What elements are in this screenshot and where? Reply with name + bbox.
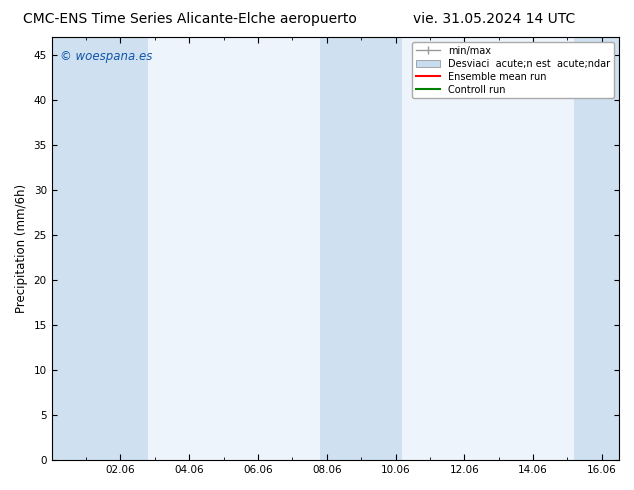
- Y-axis label: Precipitation (mm/6h): Precipitation (mm/6h): [15, 184, 28, 313]
- Bar: [51, 37, 148, 460]
- Bar: [320, 37, 403, 460]
- Legend: min/max, Desviaci  acute;n est  acute;ndar, Ensemble mean run, Controll run: min/max, Desviaci acute;n est acute;ndar…: [412, 42, 614, 98]
- Text: © woespana.es: © woespana.es: [60, 50, 153, 63]
- Bar: [574, 37, 619, 460]
- Text: CMC-ENS Time Series Alicante-Elche aeropuerto: CMC-ENS Time Series Alicante-Elche aerop…: [23, 12, 357, 26]
- Text: vie. 31.05.2024 14 UTC: vie. 31.05.2024 14 UTC: [413, 12, 576, 26]
